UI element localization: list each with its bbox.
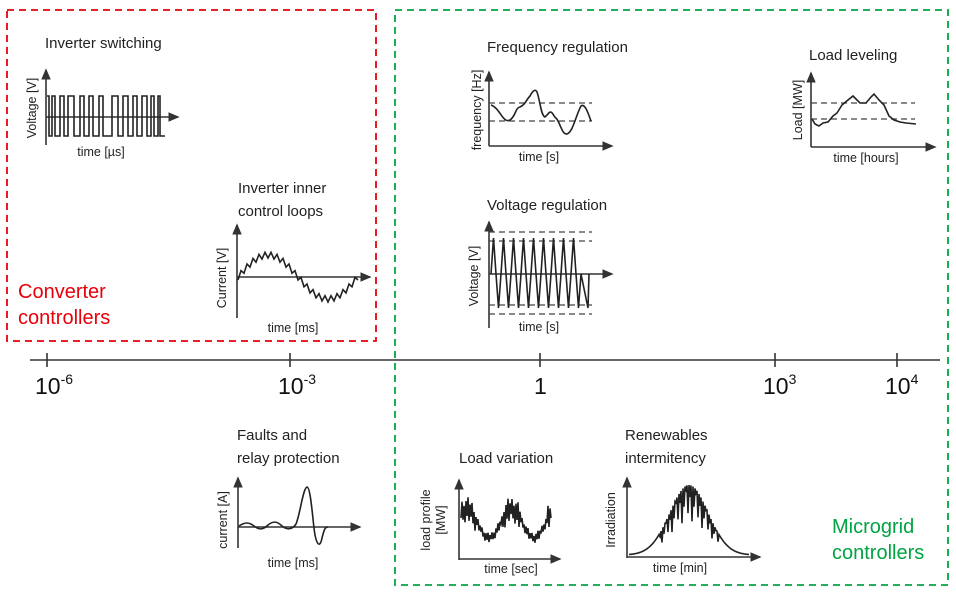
- x-axis-label: time [ms]: [268, 556, 319, 570]
- y-axis-label: current [A]: [216, 491, 230, 549]
- panel-load-variation: Load variation load profile [MW] time [s…: [419, 450, 562, 576]
- x-axis-label: time [µs]: [77, 145, 125, 159]
- panel-title: Renewables: [625, 427, 708, 444]
- timescale-tick-label: 10-3: [278, 371, 316, 399]
- converter-controllers-label-2: controllers: [18, 307, 110, 329]
- microgrid-controllers-box: [394, 9, 949, 586]
- panel-title: Frequency regulation: [487, 39, 628, 56]
- converter-controllers-label: Converter: [18, 281, 106, 303]
- panel-title: Inverter inner: [238, 180, 326, 197]
- microgrid-controllers-label-2: controllers: [832, 542, 924, 564]
- timescale-tick-label: 10-6: [35, 371, 73, 399]
- x-axis-label: time [s]: [519, 150, 559, 164]
- panel-title: Voltage regulation: [487, 197, 607, 214]
- panel-voltage-regulation: Voltage regulation Voltage [V] time [s]: [467, 197, 614, 334]
- y-axis-label: Load [MW]: [791, 80, 805, 140]
- panel-inverter-switching: Inverter switching Voltage [V] time [µs]: [25, 35, 180, 159]
- x-axis-label: time [ms]: [268, 321, 319, 335]
- switching-waveform: [47, 95, 165, 137]
- irradiation-waveform: [628, 484, 750, 556]
- frequency-waveform: [490, 89, 592, 135]
- y-axis-label: load profile: [419, 489, 433, 550]
- voltage-waveform: [490, 237, 590, 309]
- y-axis-label: Voltage [V]: [467, 246, 481, 306]
- panel-frequency-regulation: Frequency regulation frequency [Hz] time…: [470, 39, 628, 164]
- x-axis-label: time [sec]: [484, 562, 538, 576]
- timescale-tick-label: 104: [885, 371, 919, 399]
- panel-renewables-intermitency: Renewables intermitency Irradiation time…: [604, 427, 762, 575]
- current-waveform: [237, 250, 359, 304]
- panel-title: Faults and: [237, 427, 307, 444]
- load-waveform: [811, 92, 917, 127]
- y-axis-label-2: [MW]: [434, 505, 448, 534]
- load-profile-waveform: [460, 497, 552, 543]
- timescale-tick-label: 1: [534, 373, 547, 399]
- panel-title-2: control loops: [238, 203, 323, 220]
- microgrid-controllers-label: Microgrid: [832, 516, 914, 538]
- panel-faults-relay-protection: Faults and relay protection current [A] …: [216, 427, 362, 570]
- panel-title-2: intermitency: [625, 450, 706, 467]
- timescale-ticks: 10-6 10-3 1 103 104: [35, 353, 919, 399]
- converter-controllers-box: [6, 9, 377, 342]
- x-axis-label: time [min]: [653, 561, 707, 575]
- y-axis-label: Current [V]: [215, 248, 229, 308]
- panel-title: Load variation: [459, 450, 553, 467]
- panel-title-2: relay protection: [237, 450, 340, 467]
- panel-inner-control-loops: Inverter inner control loops Current [V]…: [215, 180, 372, 335]
- panel-title: Load leveling: [809, 47, 897, 64]
- fault-current-waveform: [238, 486, 329, 545]
- panel-title: Inverter switching: [45, 35, 162, 52]
- x-axis-label: time [hours]: [833, 151, 898, 165]
- x-axis-label: time [s]: [519, 320, 559, 334]
- y-axis-label: Voltage [V]: [25, 78, 39, 138]
- y-axis-label: frequency [Hz]: [470, 70, 484, 151]
- timescale-tick-label: 103: [763, 371, 797, 399]
- y-axis-label: Irradiation: [604, 492, 618, 548]
- panel-load-leveling: Load leveling Load [MW] time [hours]: [791, 47, 937, 165]
